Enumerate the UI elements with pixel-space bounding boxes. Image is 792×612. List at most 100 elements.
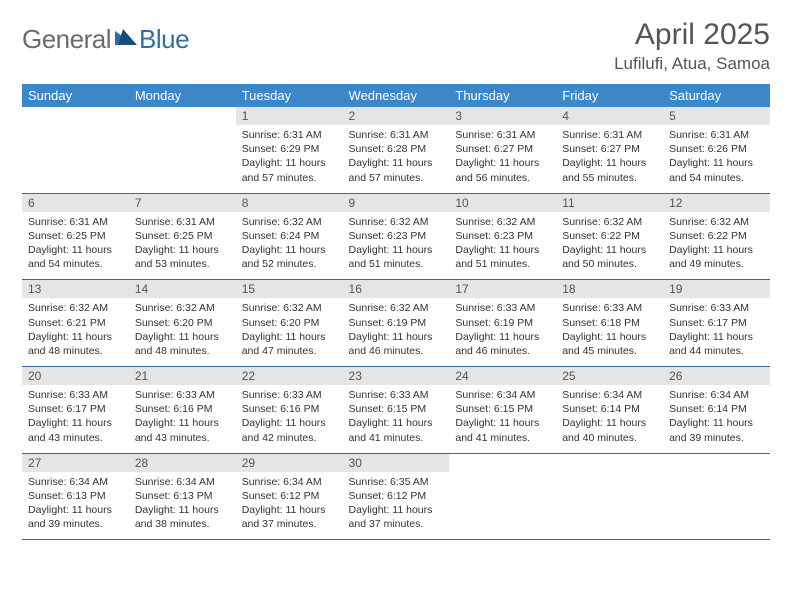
daylight-line: Daylight: 11 hours and 48 minutes. — [135, 330, 230, 358]
calendar-cell: . — [22, 107, 129, 193]
day-number: 2 — [343, 107, 450, 125]
daylight-line: Daylight: 11 hours and 49 minutes. — [669, 243, 764, 271]
dow-thursday: Thursday — [449, 84, 556, 107]
sunset-line: Sunset: 6:17 PM — [28, 402, 123, 416]
sunrise-line: Sunrise: 6:34 AM — [669, 388, 764, 402]
daylight-line: Daylight: 11 hours and 42 minutes. — [242, 416, 337, 444]
sunset-line: Sunset: 6:25 PM — [28, 229, 123, 243]
day-number: 30 — [343, 454, 450, 472]
day-number: 15 — [236, 280, 343, 298]
calendar-cell: 30Sunrise: 6:35 AMSunset: 6:12 PMDayligh… — [343, 453, 450, 540]
day-body: Sunrise: 6:33 AMSunset: 6:17 PMDaylight:… — [22, 385, 129, 453]
day-number: 29 — [236, 454, 343, 472]
daylight-line: Daylight: 11 hours and 38 minutes. — [135, 503, 230, 531]
sunrise-line: Sunrise: 6:34 AM — [562, 388, 657, 402]
sunset-line: Sunset: 6:16 PM — [135, 402, 230, 416]
day-body: Sunrise: 6:31 AMSunset: 6:26 PMDaylight:… — [663, 125, 770, 193]
day-body: Sunrise: 6:32 AMSunset: 6:19 PMDaylight:… — [343, 298, 450, 366]
sunrise-line: Sunrise: 6:31 AM — [562, 128, 657, 142]
day-body: Sunrise: 6:31 AMSunset: 6:25 PMDaylight:… — [22, 212, 129, 280]
daylight-line: Daylight: 11 hours and 51 minutes. — [455, 243, 550, 271]
calendar-cell: 12Sunrise: 6:32 AMSunset: 6:22 PMDayligh… — [663, 193, 770, 280]
daylight-line: Daylight: 11 hours and 45 minutes. — [562, 330, 657, 358]
calendar-row: ..1Sunrise: 6:31 AMSunset: 6:29 PMDaylig… — [22, 107, 770, 193]
daylight-line: Daylight: 11 hours and 50 minutes. — [562, 243, 657, 271]
daylight-line: Daylight: 11 hours and 52 minutes. — [242, 243, 337, 271]
day-body: Sunrise: 6:33 AMSunset: 6:18 PMDaylight:… — [556, 298, 663, 366]
sunrise-line: Sunrise: 6:32 AM — [349, 215, 444, 229]
day-body: Sunrise: 6:34 AMSunset: 6:13 PMDaylight:… — [129, 472, 236, 540]
sunrise-line: Sunrise: 6:33 AM — [135, 388, 230, 402]
daylight-line: Daylight: 11 hours and 46 minutes. — [455, 330, 550, 358]
sunrise-line: Sunrise: 6:32 AM — [242, 215, 337, 229]
daylight-line: Daylight: 11 hours and 54 minutes. — [28, 243, 123, 271]
calendar-cell: 8 Sunrise: 6:32 AMSunset: 6:24 PMDaylight… — [236, 193, 343, 280]
day-body: Sunrise: 6:31 AMSunset: 6:29 PMDaylight:… — [236, 125, 343, 193]
calendar-row: 13Sunrise: 6:32 AMSunset: 6:21 PMDayligh… — [22, 280, 770, 367]
calendar-cell: . — [449, 453, 556, 540]
calendar-cell: 21Sunrise: 6:33 AMSunset: 6:16 PMDayligh… — [129, 367, 236, 454]
dow-tuesday: Tuesday — [236, 84, 343, 107]
calendar-table: Sunday Monday Tuesday Wednesday Thursday… — [22, 84, 770, 540]
day-body: Sunrise: 6:32 AMSunset: 6:20 PMDaylight:… — [236, 298, 343, 366]
sunrise-line: Sunrise: 6:31 AM — [455, 128, 550, 142]
day-body: Sunrise: 6:32 AMSunset: 6:22 PMDaylight:… — [556, 212, 663, 280]
sunrise-line: Sunrise: 6:33 AM — [28, 388, 123, 402]
day-number: 9 — [343, 194, 450, 212]
day-number: 23 — [343, 367, 450, 385]
sunrise-line: Sunrise: 6:32 AM — [562, 215, 657, 229]
day-body: Sunrise: 6:33 AMSunset: 6:16 PMDaylight:… — [129, 385, 236, 453]
daylight-line: Daylight: 11 hours and 41 minutes. — [349, 416, 444, 444]
sunrise-line: Sunrise: 6:33 AM — [349, 388, 444, 402]
day-number: 17 — [449, 280, 556, 298]
dow-monday: Monday — [129, 84, 236, 107]
sunrise-line: Sunrise: 6:34 AM — [28, 475, 123, 489]
calendar-cell: 17Sunrise: 6:33 AMSunset: 6:19 PMDayligh… — [449, 280, 556, 367]
sunset-line: Sunset: 6:19 PM — [349, 316, 444, 330]
day-number: 11 — [556, 194, 663, 212]
calendar-cell: 18Sunrise: 6:33 AMSunset: 6:18 PMDayligh… — [556, 280, 663, 367]
daylight-line: Daylight: 11 hours and 56 minutes. — [455, 156, 550, 184]
sunrise-line: Sunrise: 6:35 AM — [349, 475, 444, 489]
day-number: 22 — [236, 367, 343, 385]
flag-icon — [115, 27, 137, 52]
day-body: Sunrise: 6:34 AMSunset: 6:12 PMDaylight:… — [236, 472, 343, 540]
day-body: Sunrise: 6:33 AMSunset: 6:19 PMDaylight:… — [449, 298, 556, 366]
sunset-line: Sunset: 6:13 PM — [135, 489, 230, 503]
sunset-line: Sunset: 6:14 PM — [562, 402, 657, 416]
daylight-line: Daylight: 11 hours and 48 minutes. — [28, 330, 123, 358]
sunset-line: Sunset: 6:28 PM — [349, 142, 444, 156]
day-number: 16 — [343, 280, 450, 298]
dow-sunday: Sunday — [22, 84, 129, 107]
day-number: 27 — [22, 454, 129, 472]
daylight-line: Daylight: 11 hours and 43 minutes. — [28, 416, 123, 444]
day-body: Sunrise: 6:34 AMSunset: 6:15 PMDaylight:… — [449, 385, 556, 453]
calendar-cell: 13Sunrise: 6:32 AMSunset: 6:21 PMDayligh… — [22, 280, 129, 367]
sunrise-line: Sunrise: 6:31 AM — [349, 128, 444, 142]
sunset-line: Sunset: 6:13 PM — [28, 489, 123, 503]
day-number: 8 — [236, 194, 343, 212]
sunset-line: Sunset: 6:29 PM — [242, 142, 337, 156]
sunrise-line: Sunrise: 6:32 AM — [242, 301, 337, 315]
sunrise-line: Sunrise: 6:32 AM — [135, 301, 230, 315]
sunset-line: Sunset: 6:23 PM — [455, 229, 550, 243]
day-body: Sunrise: 6:35 AMSunset: 6:12 PMDaylight:… — [343, 472, 450, 540]
sunset-line: Sunset: 6:23 PM — [349, 229, 444, 243]
sunset-line: Sunset: 6:19 PM — [455, 316, 550, 330]
sunset-line: Sunset: 6:20 PM — [242, 316, 337, 330]
calendar-cell: 6Sunrise: 6:31 AMSunset: 6:25 PMDaylight… — [22, 193, 129, 280]
sunset-line: Sunset: 6:21 PM — [28, 316, 123, 330]
day-body: Sunrise: 6:31 AMSunset: 6:25 PMDaylight:… — [129, 212, 236, 280]
sunset-line: Sunset: 6:24 PM — [242, 229, 337, 243]
calendar-row: 27Sunrise: 6:34 AMSunset: 6:13 PMDayligh… — [22, 453, 770, 540]
sunset-line: Sunset: 6:20 PM — [135, 316, 230, 330]
calendar-cell: 25Sunrise: 6:34 AMSunset: 6:14 PMDayligh… — [556, 367, 663, 454]
sunrise-line: Sunrise: 6:33 AM — [455, 301, 550, 315]
sunset-line: Sunset: 6:27 PM — [562, 142, 657, 156]
sunrise-line: Sunrise: 6:31 AM — [669, 128, 764, 142]
sunrise-line: Sunrise: 6:32 AM — [455, 215, 550, 229]
sunset-line: Sunset: 6:16 PM — [242, 402, 337, 416]
day-body: Sunrise: 6:33 AMSunset: 6:16 PMDaylight:… — [236, 385, 343, 453]
sunrise-line: Sunrise: 6:32 AM — [669, 215, 764, 229]
sunset-line: Sunset: 6:18 PM — [562, 316, 657, 330]
